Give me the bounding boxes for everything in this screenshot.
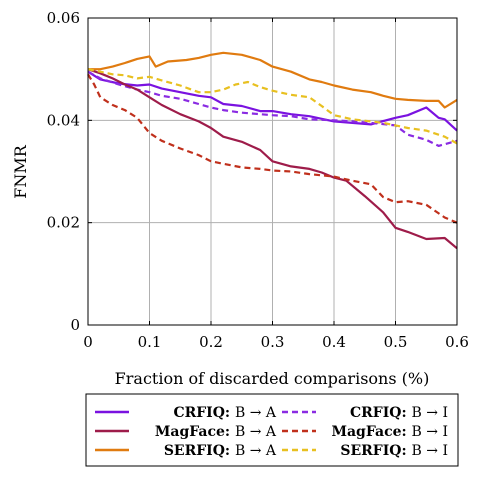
legend-entry: MagFace: B → I: [331, 424, 448, 440]
x-tick-label: 0.6: [445, 333, 469, 351]
x-tick-label: 0: [83, 333, 93, 351]
axis-ticks: [87, 17, 458, 326]
x-tick-label: 0.2: [199, 333, 223, 351]
y-axis-label: FNMR: [11, 144, 30, 198]
series-lines: [87, 51, 458, 250]
x-tick-label: 0.5: [384, 333, 408, 351]
y-tick-label: 0: [70, 316, 80, 334]
y-tick-label: 0.04: [47, 111, 80, 129]
series-line-magface-b-to-a: [87, 68, 458, 250]
legend: CRFIQ: B → A CRFIQ: B → I MagFace: B → A Ma…: [85, 393, 459, 467]
x-tick-label: 0.3: [261, 333, 285, 351]
x-tick-label: 0.4: [322, 333, 346, 351]
y-tick-label: 0.02: [47, 214, 80, 232]
series-line-serfiq-b-to-a: [88, 51, 458, 109]
x-axis-label: Fraction of discarded comparisons (%): [115, 369, 430, 388]
legend-entry: CRFIQ: B → I: [350, 405, 448, 421]
y-tick-label: 0.06: [47, 9, 80, 27]
x-tick-labels: 0 0.1 0.2 0.3 0.4 0.5 0.6: [83, 333, 469, 351]
legend-entry: SERFIQ: B → A: [164, 443, 277, 459]
legend-entry: SERFIQ: B → I: [340, 443, 448, 459]
x-tick-label: 0.1: [138, 333, 162, 351]
gridlines: [88, 18, 457, 325]
series-line-crfiq-b-to-i: [87, 70, 458, 147]
series-line-serfiq-b-to-i: [87, 68, 458, 145]
y-tick-labels: 0 0.02 0.04 0.06: [47, 9, 80, 334]
series-line-crfiq-b-to-a: [87, 70, 458, 132]
legend-entry: CRFIQ: B → A: [173, 405, 276, 421]
legend-box: [85, 393, 459, 467]
legend-entry: MagFace: B → A: [155, 424, 277, 440]
